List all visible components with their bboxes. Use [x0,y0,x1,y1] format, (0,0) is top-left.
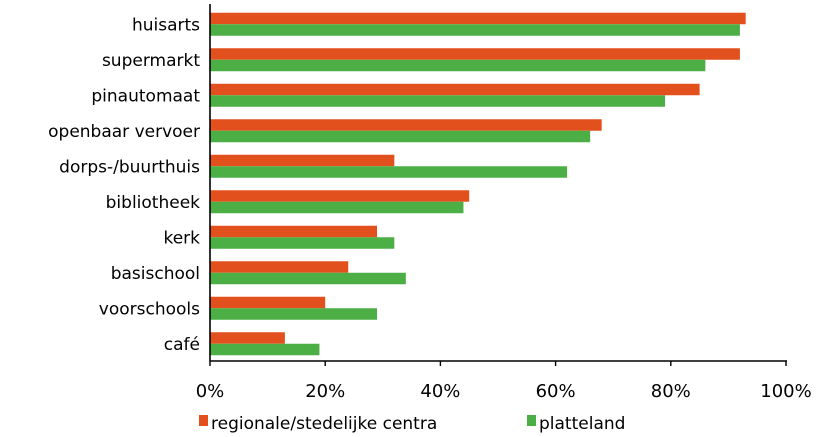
bar-platteland-1 [210,59,706,72]
x-tick-label: 0% [196,381,225,402]
category-label: huisarts [132,15,200,35]
bar-regional-6 [210,225,378,238]
category-label: bibliotheek [106,193,201,213]
legend-label-platteland: platteland [539,414,625,433]
bar-regional-1 [210,48,740,60]
bar-regional-5 [210,190,470,202]
category-label: dorps-/buurthuis [59,157,200,177]
bar-platteland-8 [210,308,378,320]
legend-swatch-regional [199,415,208,426]
bar-regional-9 [210,332,285,344]
x-tick-label: 100% [760,381,811,402]
legend-swatch-platteland [527,415,536,426]
bar-platteland-5 [210,201,464,214]
bar-platteland-0 [210,24,740,36]
bar-platteland-2 [210,95,666,107]
bar-platteland-4 [210,166,568,178]
bar-regional-7 [210,261,349,273]
x-tick-label: 20% [305,381,345,402]
bar-platteland-6 [210,237,395,249]
bar-regional-0 [210,12,746,25]
bar-regional-2 [210,83,700,96]
bar-regional-8 [210,296,326,309]
category-label: kerk [163,228,200,248]
category-label: basischool [111,264,200,284]
bar-regional-4 [210,154,395,167]
x-tick-label: 60% [536,381,576,402]
x-tick-label: 40% [420,381,460,402]
category-label: voorschools [99,299,200,319]
category-label: openbaar vervoer [48,122,200,142]
legend-label-regional: regionale/stedelijke centra [211,414,437,433]
bar-platteland-9 [210,343,320,356]
bar-platteland-7 [210,272,406,285]
bar-regional-3 [210,119,602,131]
category-label: supermarkt [102,51,200,71]
bar-platteland-3 [210,130,591,143]
x-tick-label: 80% [651,381,691,402]
category-label: pinautomaat [91,86,200,106]
category-label: café [164,335,200,355]
